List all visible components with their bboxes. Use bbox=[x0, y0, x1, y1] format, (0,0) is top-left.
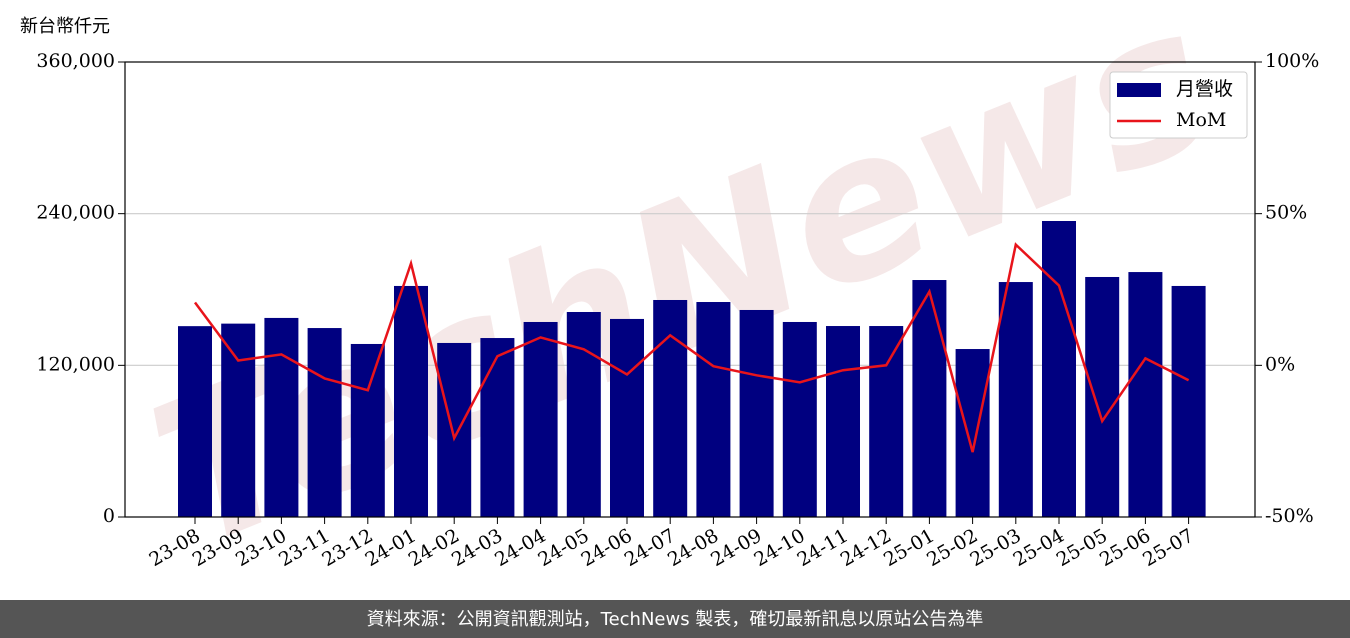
bar bbox=[394, 285, 428, 517]
line-series bbox=[193, 242, 1190, 453]
bar bbox=[350, 343, 385, 517]
bar bbox=[826, 326, 860, 517]
bar bbox=[869, 326, 904, 517]
bar bbox=[998, 282, 1033, 517]
y-tick-label: 240,000 bbox=[36, 202, 115, 224]
legend-label: 月營收 bbox=[1176, 78, 1233, 100]
bar bbox=[437, 342, 472, 517]
x-tick-label: 25-07 bbox=[1139, 525, 1197, 571]
bar bbox=[739, 309, 774, 517]
legend-swatch bbox=[1117, 83, 1161, 97]
bar bbox=[610, 318, 644, 517]
bar bbox=[912, 280, 947, 517]
footer-bar bbox=[0, 600, 1350, 638]
bar bbox=[696, 302, 731, 517]
y2-tick-label: 50% bbox=[1265, 202, 1307, 224]
bar bbox=[1042, 220, 1076, 517]
y2-tick-label: 100% bbox=[1265, 50, 1319, 72]
y2-tick-label: 0% bbox=[1265, 353, 1295, 375]
bar bbox=[178, 326, 212, 517]
bar bbox=[566, 311, 601, 517]
bar bbox=[221, 323, 256, 517]
bar bbox=[1171, 285, 1206, 517]
bar bbox=[782, 321, 817, 517]
bar bbox=[653, 299, 688, 517]
bar bbox=[307, 328, 342, 517]
plot-frame bbox=[124, 61, 1256, 518]
y-axis-label: 新台幣仟元 bbox=[20, 16, 110, 37]
bar bbox=[264, 317, 299, 517]
y-tick-label: 0 bbox=[103, 505, 115, 527]
bar bbox=[480, 338, 515, 517]
y2-tick-label: -50% bbox=[1265, 505, 1314, 527]
legend-label: MoM bbox=[1176, 109, 1226, 131]
y-tick-label: 120,000 bbox=[36, 353, 115, 375]
footer: 資料來源：公開資訊觀測站，TechNews 製表，確切最新訊息以原站公告為準 bbox=[367, 609, 984, 630]
bar bbox=[1085, 276, 1120, 517]
bar bbox=[523, 321, 558, 517]
y-tick-label: 360,000 bbox=[36, 50, 115, 72]
bar bbox=[955, 349, 990, 517]
bar bbox=[1128, 272, 1163, 517]
